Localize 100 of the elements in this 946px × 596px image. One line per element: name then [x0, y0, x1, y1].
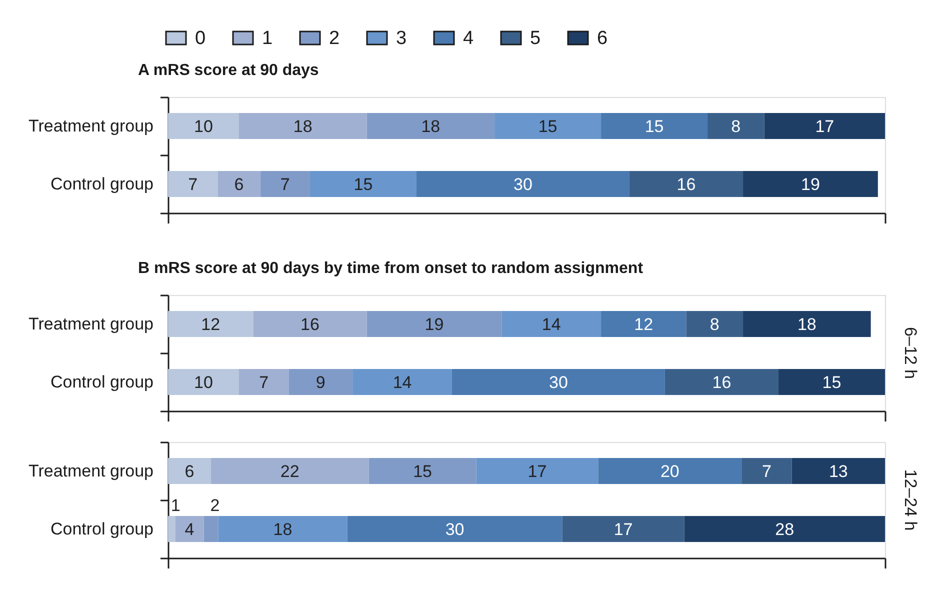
data-label: 18 — [421, 117, 440, 136]
data-label: 4 — [184, 520, 194, 539]
data-label: 19 — [424, 315, 444, 334]
bar — [368, 458, 476, 484]
data-label: 15 — [354, 175, 373, 194]
bar — [562, 516, 684, 542]
data-label: 30 — [445, 520, 464, 539]
data-label: 28 — [775, 520, 794, 539]
bar — [778, 369, 885, 395]
data-label: 13 — [828, 462, 848, 481]
bar — [253, 311, 367, 337]
data-label: 16 — [300, 315, 320, 334]
y-tick-label: Treatment group — [28, 462, 154, 480]
y-tick-label: Treatment group — [28, 116, 154, 136]
data-label: 18 — [273, 520, 292, 539]
data-label: 1 — [170, 496, 180, 515]
legend-label: 3 — [396, 28, 407, 49]
data-label: 17 — [528, 462, 547, 481]
bar — [238, 369, 289, 395]
data-label: 14 — [542, 315, 561, 334]
bar — [347, 516, 562, 542]
legend-label: 6 — [597, 28, 608, 49]
data-label: 18 — [293, 117, 312, 136]
data-label: 17 — [614, 520, 633, 539]
data-label: 6 — [234, 175, 244, 194]
data-label: 16 — [676, 175, 696, 194]
data-label: 12 — [634, 315, 654, 334]
bar — [502, 311, 602, 337]
bar — [416, 171, 630, 197]
bar — [366, 113, 495, 139]
bar — [218, 516, 348, 542]
data-label: 16 — [712, 373, 732, 392]
legend-label: 4 — [463, 28, 474, 49]
bar — [238, 113, 367, 139]
data-label: 15 — [644, 117, 664, 136]
bar — [476, 458, 598, 484]
bar — [792, 458, 885, 484]
data-label: 30 — [513, 175, 532, 194]
legend-label: 0 — [195, 28, 206, 49]
data-label: 15 — [538, 117, 558, 136]
bar — [452, 369, 665, 395]
bar — [310, 171, 416, 197]
bar — [288, 369, 353, 395]
bar — [352, 369, 452, 395]
bar — [168, 113, 239, 139]
text: 12–24 h — [901, 469, 920, 531]
bar — [601, 113, 708, 139]
bar — [684, 516, 885, 542]
bar — [686, 311, 744, 337]
bar — [260, 171, 310, 197]
y-tick-label: Control group — [50, 372, 154, 392]
bar — [742, 458, 792, 484]
data-label: 10 — [194, 117, 213, 136]
data-label: 15 — [413, 462, 432, 481]
bar — [168, 369, 239, 395]
data-label: 14 — [392, 373, 412, 392]
data-label: 8 — [731, 117, 741, 136]
data-label: 12 — [201, 315, 220, 334]
y-tick-label: Control group — [50, 520, 154, 538]
bar — [175, 516, 204, 542]
bar — [764, 113, 885, 139]
data-label: 20 — [660, 462, 680, 481]
bar — [218, 171, 260, 197]
bar — [629, 171, 744, 197]
bar — [601, 311, 686, 337]
data-label: 18 — [797, 315, 816, 334]
bar — [708, 113, 764, 139]
y-tick-label: Control group — [50, 174, 154, 194]
bar — [664, 369, 779, 395]
data-label: 30 — [548, 373, 568, 392]
bar — [743, 311, 871, 337]
y-tick-label: Treatment group — [28, 314, 154, 334]
data-label: 7 — [259, 373, 269, 392]
bar — [168, 171, 218, 197]
bar — [168, 458, 212, 484]
data-label: 19 — [801, 175, 820, 194]
chart-title: A mRS score at 90 days — [138, 62, 319, 79]
data-label: 17 — [815, 117, 834, 136]
data-label: 6 — [184, 462, 194, 481]
legend-label: 5 — [530, 28, 541, 49]
bar — [743, 171, 878, 197]
data-label: 7 — [188, 175, 198, 194]
text: 6–12 h — [901, 327, 920, 379]
chart-title: B mRS score at 90 days by time from onset to random assignment — [138, 260, 644, 277]
data-label: 7 — [762, 462, 772, 481]
bar — [204, 516, 218, 542]
data-label: 22 — [280, 462, 300, 481]
bar — [494, 113, 602, 139]
bar — [366, 311, 502, 337]
bar — [168, 516, 176, 542]
data-label: 8 — [710, 315, 720, 334]
bar — [598, 458, 742, 484]
data-label: 2 — [210, 496, 220, 515]
data-label: 7 — [280, 175, 290, 194]
bar — [211, 458, 369, 484]
legend-label: 1 — [262, 28, 273, 49]
data-label: 15 — [822, 373, 842, 392]
bar — [168, 311, 254, 337]
legend-label: 2 — [329, 28, 340, 49]
data-label: 10 — [194, 373, 213, 392]
